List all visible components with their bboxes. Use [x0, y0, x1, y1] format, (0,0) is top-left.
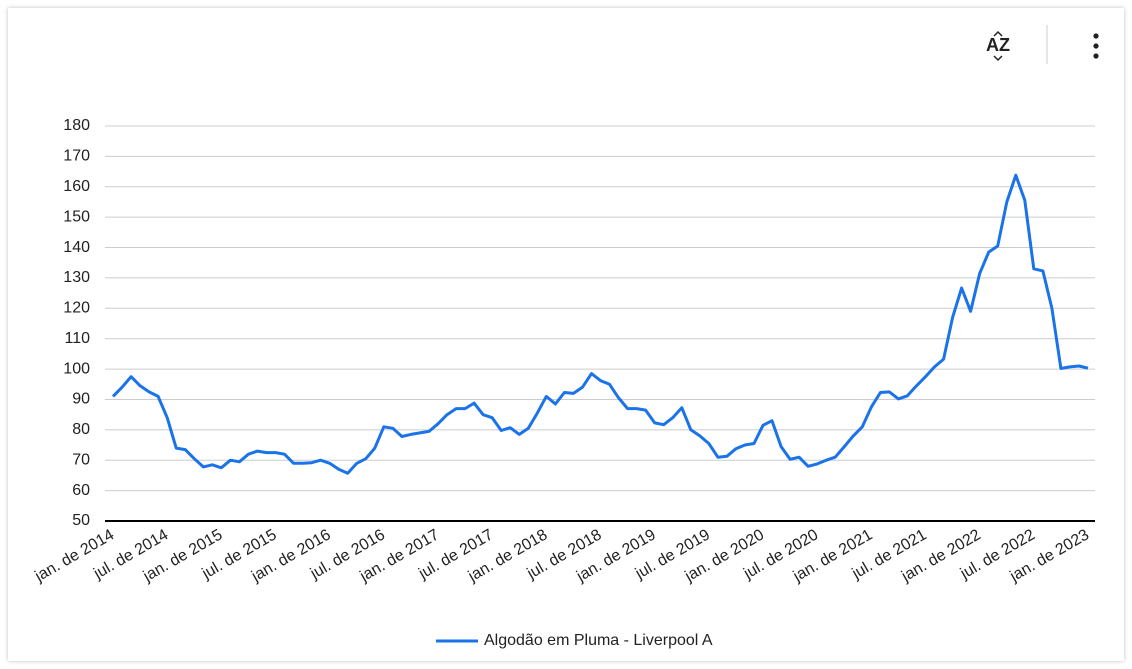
data-line — [111, 173, 1089, 475]
y-tick-label: 90 — [72, 391, 90, 408]
y-tick-label: 70 — [72, 451, 90, 468]
legend-label: Algodão em Pluma - Liverpool A — [484, 632, 713, 649]
y-tick-label: 100 — [63, 360, 90, 377]
y-tick-label: 180 — [63, 117, 90, 134]
y-tick-label: 160 — [63, 178, 90, 195]
chart: AZ 50 60 70 80 90 100 110 120 130 140 150 160 170 180… — [31, 25, 1099, 649]
y-tick-label: 50 — [72, 512, 90, 529]
sort-button[interactable]: AZ — [986, 35, 1010, 55]
y-tick-label: 80 — [72, 421, 90, 438]
y-tick-label: 130 — [63, 269, 90, 286]
sort-arrows — [993, 30, 1003, 62]
y-tick-label: 120 — [63, 300, 90, 317]
menu-button[interactable] — [1093, 33, 1099, 59]
y-tick-label: 60 — [72, 482, 90, 499]
y-tick-label: 110 — [64, 330, 90, 347]
y-tick-label: 140 — [63, 239, 90, 256]
y-tick-label: 150 — [63, 208, 90, 225]
y-tick-label: 170 — [63, 148, 90, 165]
card: AZ 50 60 70 80 90 100 110 120 130 140 150 160 170 180… — [8, 8, 1124, 661]
